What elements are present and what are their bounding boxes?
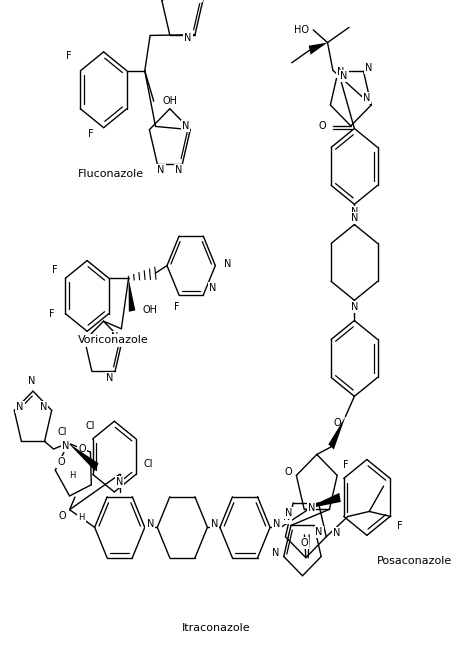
Text: F: F: [397, 521, 402, 531]
Text: N: N: [284, 513, 291, 523]
Text: Posaconazole: Posaconazole: [377, 555, 452, 566]
Text: N: N: [365, 63, 373, 72]
Text: N: N: [351, 207, 358, 217]
Text: OH: OH: [162, 96, 177, 106]
Text: F: F: [66, 51, 72, 61]
Text: N: N: [211, 519, 218, 529]
Text: N: N: [340, 71, 348, 81]
Text: Fluconazole: Fluconazole: [78, 169, 144, 180]
Text: Cl: Cl: [86, 420, 95, 431]
Text: F: F: [52, 265, 58, 275]
Text: N: N: [106, 373, 113, 383]
Text: O: O: [319, 121, 326, 131]
Polygon shape: [304, 493, 341, 509]
Text: O: O: [78, 444, 86, 454]
Text: N: N: [28, 376, 36, 386]
Text: N: N: [272, 548, 279, 558]
Text: N: N: [112, 332, 119, 342]
Text: O: O: [57, 458, 65, 467]
Text: Itraconazole: Itraconazole: [182, 623, 251, 634]
Text: N: N: [351, 302, 358, 312]
Text: N: N: [285, 508, 292, 518]
Text: F: F: [343, 460, 349, 470]
Text: O: O: [333, 418, 341, 428]
Text: F: F: [174, 302, 179, 312]
Text: O: O: [300, 538, 308, 548]
Text: N: N: [146, 519, 154, 529]
Text: H: H: [69, 471, 76, 480]
Text: N: N: [363, 93, 370, 103]
Text: Cl: Cl: [57, 428, 67, 438]
Text: N: N: [315, 527, 323, 537]
Text: N: N: [184, 33, 192, 43]
Polygon shape: [68, 443, 98, 471]
Text: O: O: [59, 511, 66, 521]
Text: N: N: [333, 529, 341, 539]
Text: Cl: Cl: [143, 460, 153, 469]
Text: N: N: [175, 165, 182, 176]
Text: F: F: [88, 129, 93, 140]
Text: N: N: [209, 283, 216, 293]
Text: N: N: [40, 402, 47, 412]
Text: OH: OH: [142, 305, 157, 315]
Text: H: H: [78, 513, 85, 522]
Text: N: N: [62, 441, 69, 451]
Polygon shape: [129, 278, 135, 312]
Text: F: F: [49, 309, 55, 319]
Text: N: N: [16, 402, 24, 412]
Polygon shape: [328, 416, 345, 450]
Text: N: N: [274, 519, 281, 529]
Text: HO: HO: [294, 25, 309, 35]
Polygon shape: [309, 43, 327, 55]
Text: N: N: [337, 66, 344, 76]
Text: N: N: [224, 259, 231, 269]
Text: Voriconazole: Voriconazole: [78, 335, 148, 346]
Text: N: N: [182, 121, 189, 132]
Text: N: N: [157, 165, 165, 176]
Text: N: N: [351, 213, 358, 223]
Text: N: N: [308, 503, 315, 513]
Text: N: N: [116, 477, 123, 487]
Text: O: O: [284, 467, 292, 477]
